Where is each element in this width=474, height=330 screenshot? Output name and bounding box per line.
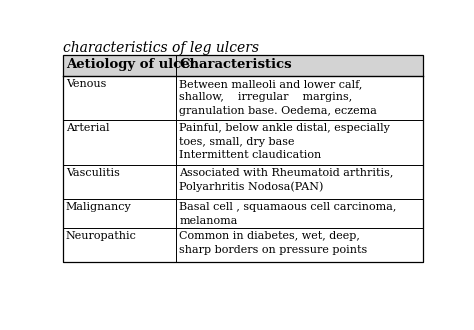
Bar [63,120,423,165]
Text: Arterial: Arterial [66,123,109,133]
Text: Basal cell , squamaous cell carcinoma,
melanoma: Basal cell , squamaous cell carcinoma, m… [179,202,397,226]
Text: Between malleoli and lower calf,
shallow,    irregular    margins,
granulation b: Between malleoli and lower calf, shallow… [179,79,377,116]
Bar [63,55,423,76]
Text: characteristics of leg ulcers: characteristics of leg ulcers [63,41,259,55]
Bar [63,228,423,262]
Bar [63,76,423,120]
Text: Common in diabetes, wet, deep,
sharp borders on pressure points: Common in diabetes, wet, deep, sharp bor… [179,231,367,255]
Text: Associated with Rheumatoid arthritis,
Polyarhritis Nodosa(PAN): Associated with Rheumatoid arthritis, Po… [179,168,393,192]
Text: Venous: Venous [66,79,106,89]
Text: Neuropathic: Neuropathic [66,231,137,241]
Text: Malignancy: Malignancy [66,202,132,212]
Text: Painful, below ankle distal, especially
toes, small, dry base
Intermittent claud: Painful, below ankle distal, especially … [179,123,390,160]
Text: Vasculitis: Vasculitis [66,168,120,178]
Text: Aetiology of ulcer: Aetiology of ulcer [66,58,197,71]
Bar [63,165,423,199]
Bar [63,55,423,262]
Bar [63,199,423,228]
Text: Characteristics: Characteristics [179,58,292,71]
